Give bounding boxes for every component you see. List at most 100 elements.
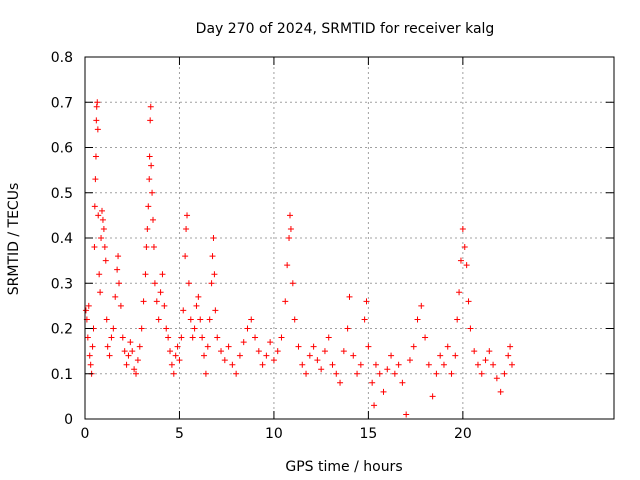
data-point — [467, 325, 474, 332]
data-point — [150, 216, 157, 223]
plot-frame — [84, 56, 615, 420]
data-point — [369, 379, 376, 386]
x-tick-label: 5 — [175, 426, 184, 442]
data-point — [127, 339, 134, 346]
data-point — [193, 302, 200, 309]
data-point — [94, 126, 101, 133]
data-point — [414, 316, 421, 323]
data-point — [354, 370, 361, 377]
data-point — [310, 343, 317, 350]
data-point — [457, 257, 464, 264]
data-point — [100, 225, 107, 232]
data-point — [91, 244, 98, 251]
data-point — [303, 370, 310, 377]
x-tick-label: 0 — [81, 426, 90, 442]
data-point — [501, 370, 508, 377]
y-axis-label: SRMTID / TECUs — [6, 183, 22, 296]
data-point — [274, 348, 281, 355]
data-point — [187, 316, 194, 323]
data-point — [459, 225, 466, 232]
data-point — [93, 103, 100, 110]
data-point — [410, 343, 417, 350]
data-point — [174, 343, 181, 350]
data-point — [117, 302, 124, 309]
data-point — [184, 212, 191, 219]
data-point — [86, 352, 93, 359]
data-point — [121, 348, 128, 355]
data-point — [403, 411, 410, 418]
data-point — [104, 343, 111, 350]
data-point — [267, 339, 274, 346]
data-point — [129, 348, 136, 355]
data-point — [134, 357, 141, 364]
chart-title: Day 270 of 2024, SRMTID for receiver kal… — [196, 21, 495, 37]
data-point — [490, 361, 497, 368]
data-point — [147, 103, 154, 110]
data-point — [101, 244, 108, 251]
data-point — [252, 334, 259, 341]
data-point — [99, 216, 106, 223]
data-point — [229, 361, 236, 368]
data-point — [151, 280, 158, 287]
data-point — [287, 225, 294, 232]
data-point — [463, 262, 470, 269]
y-tick-label: 0.7 — [51, 95, 73, 111]
data-point — [263, 352, 270, 359]
data-point — [108, 334, 115, 341]
data-point — [170, 370, 177, 377]
data-point — [399, 379, 406, 386]
data-points — [82, 99, 515, 418]
data-point — [493, 375, 500, 382]
data-point — [110, 325, 117, 332]
data-point — [295, 343, 302, 350]
data-point — [371, 402, 378, 409]
data-point — [346, 293, 353, 300]
data-point — [144, 225, 151, 232]
data-point — [211, 271, 218, 278]
data-point — [99, 207, 106, 214]
data-point — [286, 212, 293, 219]
data-point — [95, 212, 102, 219]
data-point — [505, 352, 512, 359]
data-point — [206, 316, 213, 323]
data-point — [131, 366, 138, 373]
data-point — [93, 117, 100, 124]
y-tick-label: 0.4 — [51, 231, 73, 247]
data-point — [201, 352, 208, 359]
data-point — [91, 203, 98, 210]
y-tick-label: 0.3 — [51, 276, 73, 292]
x-axis-label: GPS time / hours — [285, 459, 402, 475]
data-point — [365, 343, 372, 350]
data-point — [289, 280, 296, 287]
data-point — [278, 334, 285, 341]
data-point — [195, 293, 202, 300]
data-point — [456, 289, 463, 296]
data-point — [291, 316, 298, 323]
data-point — [507, 343, 514, 350]
data-point — [92, 153, 99, 160]
x-tick-label: 15 — [359, 426, 377, 442]
data-point — [161, 302, 168, 309]
data-point — [202, 370, 209, 377]
data-point — [244, 325, 251, 332]
data-point — [125, 352, 132, 359]
data-point — [474, 361, 481, 368]
data-point — [248, 316, 255, 323]
data-point — [210, 235, 217, 241]
data-point — [145, 203, 152, 210]
data-point — [325, 334, 332, 341]
data-point — [214, 334, 221, 341]
data-point — [146, 153, 153, 160]
data-point — [149, 189, 156, 196]
data-point — [191, 325, 198, 332]
data-point — [357, 361, 364, 368]
data-point — [208, 280, 215, 287]
data-point — [96, 271, 103, 278]
data-point — [240, 339, 247, 346]
axis-ticks: 0 0.1 0.2 0.3 0.4 0.5 0.6 0.7 0.8 0 5 10 15 20 — [51, 50, 614, 442]
x-tick-label: 10 — [265, 426, 283, 442]
data-point — [114, 266, 121, 273]
data-point — [376, 370, 383, 377]
data-point — [329, 361, 336, 368]
y-tick-label: 0.1 — [51, 367, 73, 383]
